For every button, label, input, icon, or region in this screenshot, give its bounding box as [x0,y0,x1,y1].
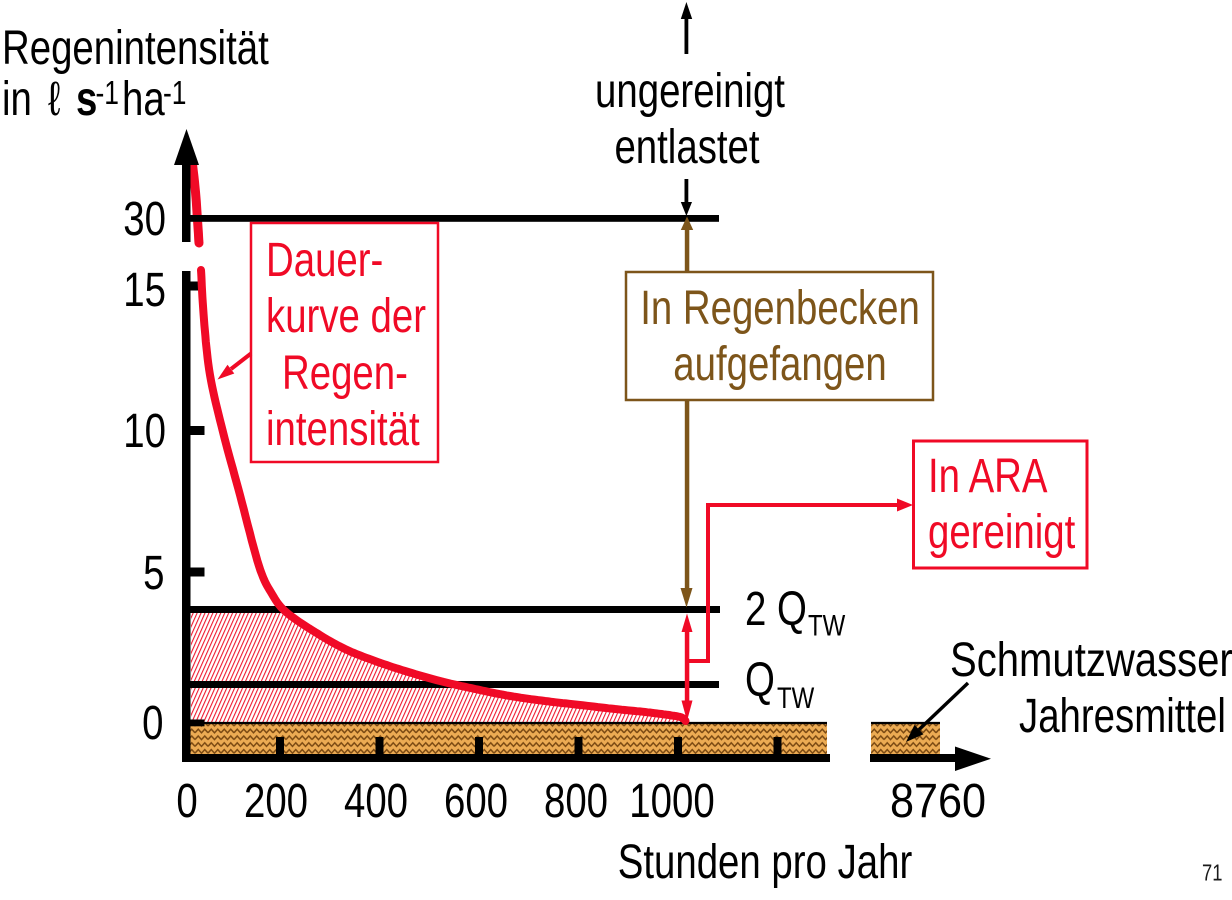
svg-text:TW: TW [808,608,846,642]
svg-text:entlastet: entlastet [614,121,759,174]
svg-text:8760: 8760 [890,774,986,828]
svg-text:ungereinigt: ungereinigt [595,65,785,118]
svg-text:0: 0 [142,697,163,750]
svg-text:Stunden pro Jahr: Stunden pro Jahr [618,836,913,889]
svg-text:Regenintensität: Regenintensität [2,22,269,75]
svg-text:10: 10 [123,405,166,458]
svg-text:aufgefangen: aufgefangen [673,338,886,391]
svg-text:intensität: intensität [266,403,420,456]
svg-text:Schmutzwasser: Schmutzwasser [950,634,1232,687]
svg-text:ha: ha [122,73,165,126]
svg-text:ℓ: ℓ [48,73,60,126]
svg-text:200: 200 [244,775,308,828]
svg-text:Q: Q [745,654,775,707]
svg-text:In ARA: In ARA [928,450,1048,503]
svg-text:30: 30 [123,193,166,246]
svg-text:Dauer-: Dauer- [266,234,383,287]
svg-text:kurve der: kurve der [266,290,426,343]
svg-text:5: 5 [143,547,164,600]
svg-text:in: in [2,73,32,126]
svg-text:s: s [76,73,97,126]
svg-text:800: 800 [544,775,608,828]
svg-text:Regen-: Regen- [282,347,408,400]
svg-text:In Regenbecken: In Regenbecken [640,282,920,335]
svg-text:gereinigt: gereinigt [928,506,1075,559]
svg-text:TW: TW [777,680,815,714]
svg-text:2 Q: 2 Q [745,583,807,636]
svg-text:400: 400 [344,775,408,828]
svg-text:71: 71 [1202,861,1222,886]
svg-text:15: 15 [123,264,166,317]
svg-text:-1: -1 [163,75,186,111]
svg-text:-1: -1 [96,75,119,111]
svg-text:Jahresmittel: Jahresmittel [1019,690,1226,743]
svg-text:1000: 1000 [629,775,714,828]
svg-text:0: 0 [176,775,197,828]
svg-text:600: 600 [444,775,508,828]
